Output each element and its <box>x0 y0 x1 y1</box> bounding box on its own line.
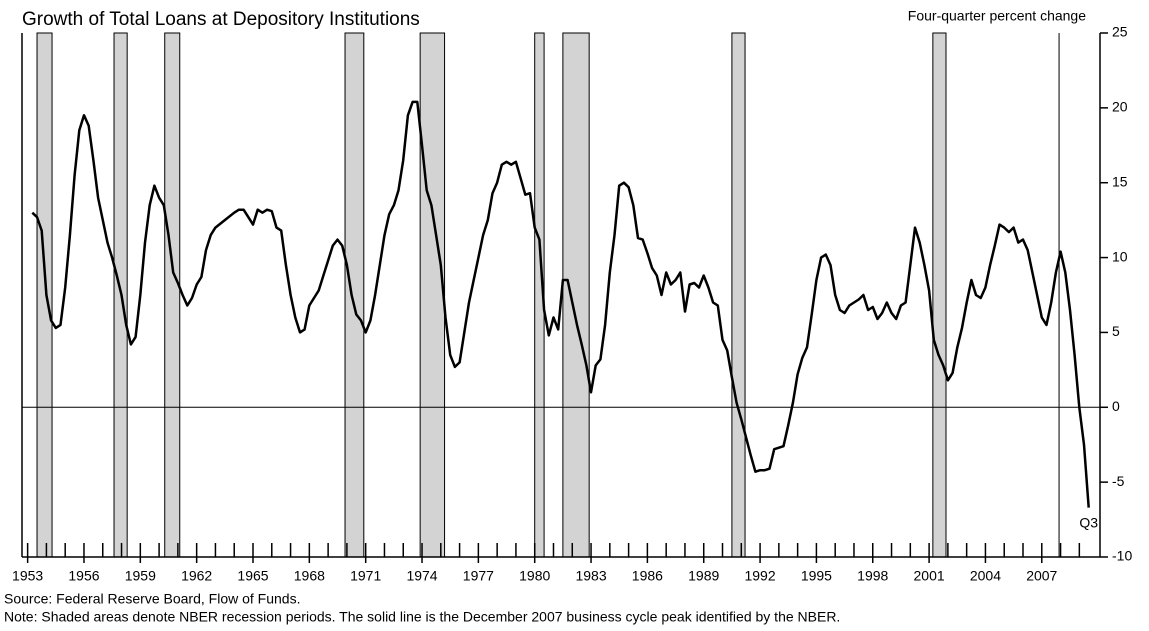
source-note: Source: Federal Reserve Board, Flow of F… <box>4 591 300 607</box>
x-tick-label: 1998 <box>857 568 888 584</box>
recession-band <box>36 32 53 558</box>
x-tick-label: 1977 <box>463 568 494 584</box>
x-tick-label: 1959 <box>125 568 156 584</box>
x-tick-label: 1965 <box>237 568 268 584</box>
x-tick-label: 1956 <box>68 568 99 584</box>
recession-band <box>932 32 947 558</box>
y-tick-label: 15 <box>1112 173 1128 189</box>
recession-band <box>731 32 746 558</box>
y-tick-label: -5 <box>1112 473 1125 489</box>
recession-note: Note: Shaded areas denote NBER recession… <box>4 609 840 625</box>
x-tick-label: 2004 <box>970 568 1001 584</box>
y-tick-label: 25 <box>1112 24 1128 40</box>
y-tick-label: 10 <box>1112 248 1128 264</box>
chart-title: Growth of Total Loans at Depository Inst… <box>22 9 420 30</box>
recession-band <box>419 32 446 558</box>
x-tick-label: 1983 <box>575 568 606 584</box>
y-tick-label: 0 <box>1112 398 1120 414</box>
x-tick-label: 1953 <box>12 568 43 584</box>
x-tick-label: 2001 <box>914 568 945 584</box>
loan-growth-line <box>31 100 1090 508</box>
y-tick-label: -10 <box>1112 548 1132 564</box>
x-tick-label: 1968 <box>294 568 325 584</box>
x-tick-label: 1980 <box>519 568 550 584</box>
x-tick-label: 1989 <box>688 568 719 584</box>
recession-band <box>344 32 365 558</box>
x-tick-label: 1974 <box>406 568 437 584</box>
y-tick-label: 5 <box>1112 323 1120 339</box>
y-axis-label: Four-quarter percent change <box>908 8 1086 24</box>
x-tick-label: 1971 <box>350 568 381 584</box>
x-tick-label: 2007 <box>1026 568 1057 584</box>
x-tick-label: 1992 <box>744 568 775 584</box>
x-tick-label: 1995 <box>801 568 832 584</box>
y-tick-label: 20 <box>1112 99 1128 115</box>
x-tick-label: 1962 <box>181 568 212 584</box>
recession-band <box>562 32 590 558</box>
x-tick-label: 1986 <box>632 568 663 584</box>
recession-band <box>164 32 181 558</box>
annotation: Q3 <box>1079 514 1098 530</box>
